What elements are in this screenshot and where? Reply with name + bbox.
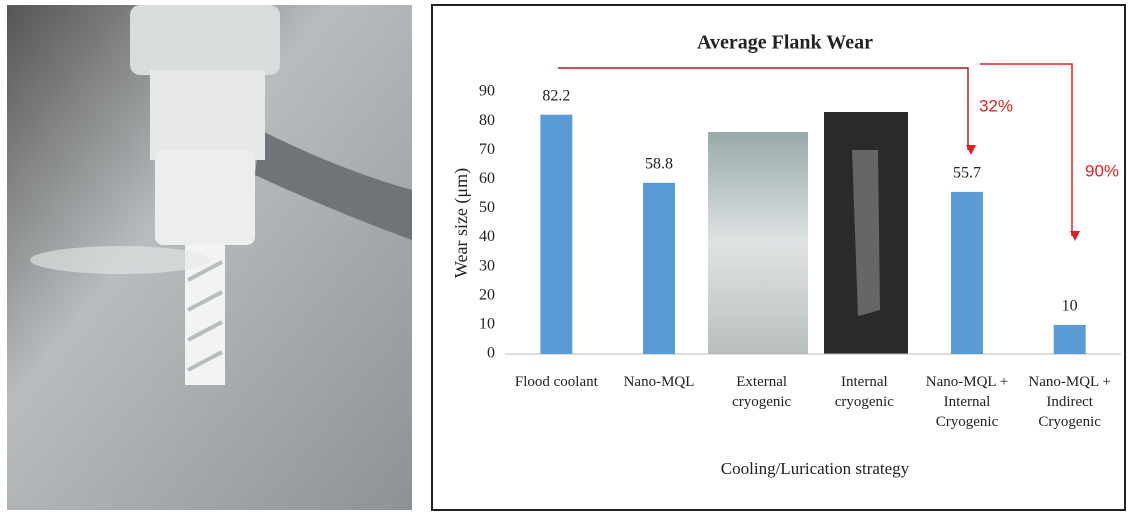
x-tick-label: Nano-MQL: [607, 372, 711, 392]
x-tick-label: Nano-MQL + Indirect Cryogenic: [1018, 372, 1122, 432]
x-tick-label: External cryogenic: [710, 372, 814, 412]
bar: [1054, 325, 1086, 354]
y-tick-label: 80: [479, 112, 495, 129]
x-tick-label: Internal cryogenic: [812, 372, 916, 412]
value-label: 55.7: [953, 165, 981, 182]
y-tick-label: 60: [479, 170, 495, 187]
bar: [540, 115, 572, 354]
y-axis-label: Wear size (μm): [451, 168, 472, 278]
figure: Average Flank Wear Wear size (μm) Coolin…: [0, 0, 1133, 513]
value-label: 10: [1062, 298, 1078, 315]
value-label: 82.2: [542, 87, 570, 104]
y-tick-label: 70: [479, 141, 495, 158]
annotation: 32%: [979, 96, 1013, 115]
bar: [951, 192, 983, 354]
y-tick-label: 20: [479, 286, 495, 303]
x-tick-label: Flood coolant: [504, 372, 608, 392]
y-tick-label: 30: [479, 257, 495, 274]
y-tick-label: 0: [487, 345, 495, 362]
y-tick-label: 40: [479, 228, 495, 245]
x-tick-label: Nano-MQL + Internal Cryogenic: [915, 372, 1019, 432]
bar: [643, 183, 675, 354]
value-label: 58.8: [645, 155, 673, 172]
y-tick-label: 10: [479, 316, 495, 333]
tool-photo: [7, 5, 412, 510]
y-tick-label: 50: [479, 199, 495, 216]
inset-photo: [708, 132, 808, 354]
y-tick-label: 90: [479, 83, 495, 100]
annotation: 90%: [1085, 161, 1119, 180]
chart-title: Average Flank Wear: [697, 32, 873, 54]
x-axis-label: Cooling/Lurication strategy: [721, 459, 910, 478]
chart: Average Flank Wear Wear size (μm) Coolin…: [0, 0, 1133, 513]
